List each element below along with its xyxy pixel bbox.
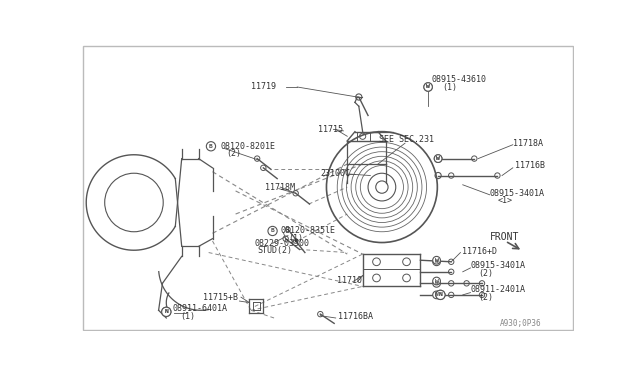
Circle shape <box>268 226 277 235</box>
Text: W: W <box>426 84 430 90</box>
Text: (2): (2) <box>227 150 241 158</box>
Circle shape <box>435 155 442 163</box>
FancyBboxPatch shape <box>83 46 573 330</box>
Text: W: W <box>426 84 430 90</box>
Text: N: N <box>438 292 442 297</box>
Text: 08229-03500: 08229-03500 <box>254 239 309 248</box>
Text: 11718A: 11718A <box>513 139 543 148</box>
Text: N: N <box>438 292 442 297</box>
Text: N: N <box>164 310 168 314</box>
Circle shape <box>424 83 433 91</box>
Text: A930;0P36: A930;0P36 <box>500 319 541 328</box>
Text: 08915-3401A: 08915-3401A <box>470 261 525 270</box>
Text: (2): (2) <box>478 293 493 302</box>
Text: 08120-8201E: 08120-8201E <box>220 142 275 151</box>
Text: W: W <box>435 258 438 263</box>
Circle shape <box>433 277 440 285</box>
Text: W: W <box>435 259 438 264</box>
Text: 08915-43610: 08915-43610 <box>432 75 487 84</box>
Text: <1>: <1> <box>497 196 513 205</box>
Text: W: W <box>435 279 438 283</box>
Text: 08911-2401A: 08911-2401A <box>470 285 525 294</box>
Text: 11718M: 11718M <box>265 183 295 192</box>
Text: 11715+B: 11715+B <box>204 293 238 302</box>
Text: 08915-3401A: 08915-3401A <box>490 189 545 198</box>
Text: (1): (1) <box>288 234 303 243</box>
Circle shape <box>433 279 440 287</box>
Text: 23100C: 23100C <box>320 170 350 179</box>
Text: W: W <box>435 292 438 297</box>
Circle shape <box>433 256 440 264</box>
Text: 11716+D: 11716+D <box>462 247 497 256</box>
Text: 08911-6401A: 08911-6401A <box>172 304 227 313</box>
Text: (2): (2) <box>478 269 493 278</box>
Circle shape <box>162 307 171 317</box>
Text: 11716B: 11716B <box>515 161 545 170</box>
Text: (1): (1) <box>180 312 195 321</box>
Circle shape <box>433 291 440 299</box>
Text: (1): (1) <box>442 83 457 92</box>
Text: B: B <box>209 144 213 149</box>
Circle shape <box>433 258 440 266</box>
Text: STUD(2): STUD(2) <box>257 247 292 256</box>
Circle shape <box>436 290 445 299</box>
Text: W: W <box>436 156 440 161</box>
Text: W: W <box>436 156 440 161</box>
Text: 11716BA: 11716BA <box>338 312 373 321</box>
Text: 11715: 11715 <box>318 125 343 134</box>
Text: FRONT: FRONT <box>490 232 519 242</box>
Text: N: N <box>164 310 168 314</box>
Circle shape <box>436 290 445 299</box>
Circle shape <box>206 142 216 151</box>
Text: 11719: 11719 <box>251 83 276 92</box>
Circle shape <box>162 307 171 317</box>
Circle shape <box>435 155 442 163</box>
Text: SEE SEC.231: SEE SEC.231 <box>379 135 434 144</box>
Text: 11710: 11710 <box>337 276 362 285</box>
Text: W: W <box>435 281 438 286</box>
Text: 08120-835lE: 08120-835lE <box>280 227 335 235</box>
Circle shape <box>424 83 433 91</box>
Text: B: B <box>271 228 275 234</box>
